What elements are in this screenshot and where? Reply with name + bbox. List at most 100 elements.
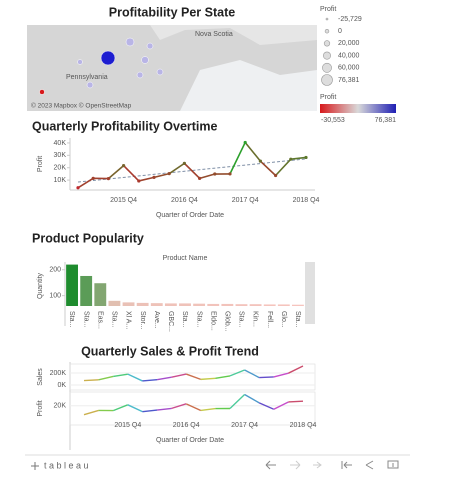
x-tick-label: Sta... [294,311,301,327]
line-segment [288,365,304,374]
x-tick-label: Ave... [153,311,160,329]
line-segment [290,156,307,160]
x-tick-label: 2018 Q4 [290,422,317,429]
line-segment [229,142,246,175]
line-segment [107,165,125,180]
x-tick-label: 2016 Q4 [173,422,200,429]
bar [263,304,276,306]
point [198,176,202,180]
bar [292,304,304,306]
toolbar-logo: tableau [44,460,91,470]
x-tick-label: GBC... [167,311,174,332]
line-segment [185,373,202,381]
bar [179,303,191,306]
reset-button[interactable] [341,461,352,469]
line-segment [244,369,260,379]
legend-min: -30,553 [321,117,345,124]
point [106,177,110,181]
legend-size-label: 60,000 [338,65,360,72]
state-point [100,50,116,66]
line-segment [200,377,216,381]
line-segment [83,409,99,416]
bar [207,303,220,306]
y-tick-label: 0K [57,382,66,389]
line-segment [156,407,172,411]
line-segment [127,373,143,382]
point [76,186,80,190]
water [180,60,317,111]
legend-size-swatch [322,51,331,60]
line-segment [185,403,202,412]
bar [94,283,107,306]
state-point [146,42,154,50]
line-segment [112,404,129,412]
line-segment [83,379,99,382]
x-axis-title: Quarter of Order Date [156,437,224,444]
line-segment [273,372,289,378]
line-segment [171,403,187,410]
x-tick-label: 2015 Q4 [110,197,137,204]
y-tick-label: 10K [54,177,67,184]
tableau-logo-mark [31,462,39,470]
line-segment [200,407,216,412]
state-point [156,68,164,76]
point [122,164,126,168]
y-axis-title: Profit [37,156,44,172]
download-button[interactable] [387,460,399,469]
line-segment [142,378,158,382]
x-tick-label: 2017 Q4 [231,422,258,429]
legend-size-label: 20,000 [338,40,360,47]
legend-size-label: -25,729 [338,16,362,23]
line-segment [183,162,201,179]
toolbar-icons [265,460,399,470]
state-point [39,89,45,95]
header: Product Name [163,255,208,262]
legend-size-swatch [322,62,332,73]
y-axis-title: Quantity [37,272,44,299]
line-segment [156,376,172,381]
redo-button[interactable] [290,460,301,470]
share-button[interactable] [365,460,374,470]
revert-button[interactable] [313,461,322,469]
state-point [125,37,135,47]
y-tick-label: 100 [49,292,61,299]
line-segment [258,402,275,410]
line-segment [229,394,246,410]
line-segment [244,393,260,404]
map-points [39,37,164,95]
state-point [86,81,94,89]
point [228,172,232,176]
map-title: Profitability Per State [109,5,235,19]
line-segment [113,373,128,378]
point [304,155,308,160]
legend-size-label: 0 [338,28,342,35]
line-segment [244,141,262,162]
legend-max: 76,381 [375,117,397,124]
undo-button[interactable] [265,460,276,470]
line-segment [273,401,289,410]
x-tick-label: Sta... [181,311,188,327]
y-tick-label: 30K [54,152,67,159]
line-segment [98,375,114,381]
line-segment [215,375,231,379]
point [258,159,262,163]
line-segment [77,177,94,189]
point [91,176,95,180]
bar [80,275,93,306]
y-tick-label: 20K [54,403,67,410]
x-tick-label: Eldo... [209,311,216,331]
line-segment [199,173,216,180]
legend-size-swatch [324,29,330,34]
line-segment [288,400,304,403]
x-tick-label: 2015 Q4 [114,422,141,429]
y-tick-label: 200K [50,370,67,377]
bar [66,264,78,306]
bar [193,303,206,306]
line-segment [138,176,155,182]
x-tick-label: Eas... [96,311,103,329]
legend-color-ramp [320,104,396,113]
legend-title: Profit [320,6,336,13]
legend-title: Profit [320,94,336,101]
bar [136,302,149,306]
